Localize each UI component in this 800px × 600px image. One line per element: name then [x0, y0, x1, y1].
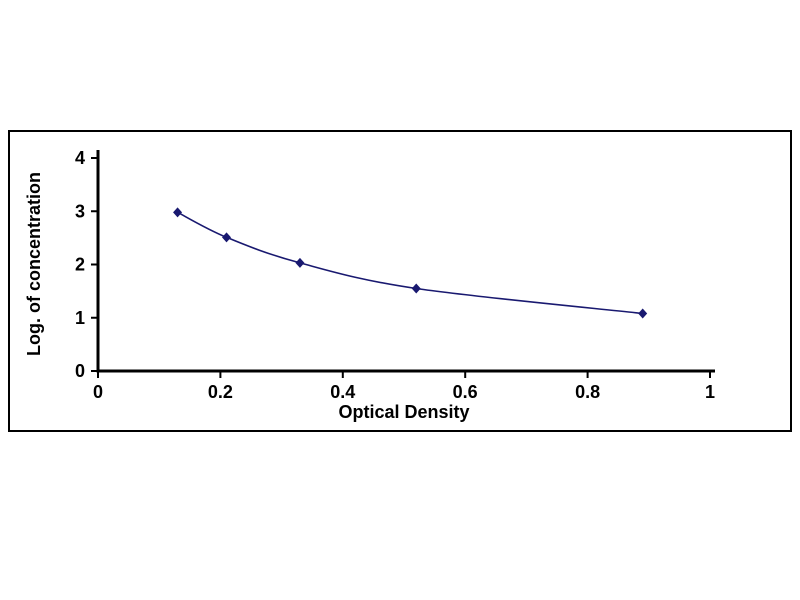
standard-curve-chart: 0 0.2 0.4 0.6 0.8 1 0 1 2 3 4 Optical Density Log.… — [24, 148, 715, 422]
axis-lines — [96, 150, 715, 373]
y-tick-label: 4 — [75, 148, 85, 168]
x-tick-label: 1 — [705, 382, 715, 402]
x-tick-label: 0 — [93, 382, 103, 402]
curve-line — [177, 211, 643, 315]
y-tick-label: 2 — [75, 255, 85, 275]
x-tick-label: 0.8 — [575, 382, 600, 402]
y-axis-label: Log. of concentration — [24, 172, 44, 356]
x-tick-label: 0.6 — [453, 382, 478, 402]
y-tick-label: 0 — [75, 361, 85, 381]
chart-frame: 0 0.2 0.4 0.6 0.8 1 0 1 2 3 4 Optical Density Log.… — [8, 130, 792, 432]
data-point-marker — [173, 207, 183, 218]
data-point-marker — [638, 308, 648, 319]
x-axis-label: Optical Density — [338, 402, 469, 422]
data-point-marker — [295, 257, 305, 268]
y-tick-label: 1 — [75, 308, 85, 328]
plot-area: 0 0.2 0.4 0.6 0.8 1 0 1 2 3 4 — [75, 148, 715, 402]
y-tick-label: 3 — [75, 201, 85, 221]
x-tick-label: 0.2 — [208, 382, 233, 402]
data-point-marker — [411, 283, 421, 294]
data-point-marker — [222, 232, 232, 243]
x-tick-label: 0.4 — [330, 382, 355, 402]
